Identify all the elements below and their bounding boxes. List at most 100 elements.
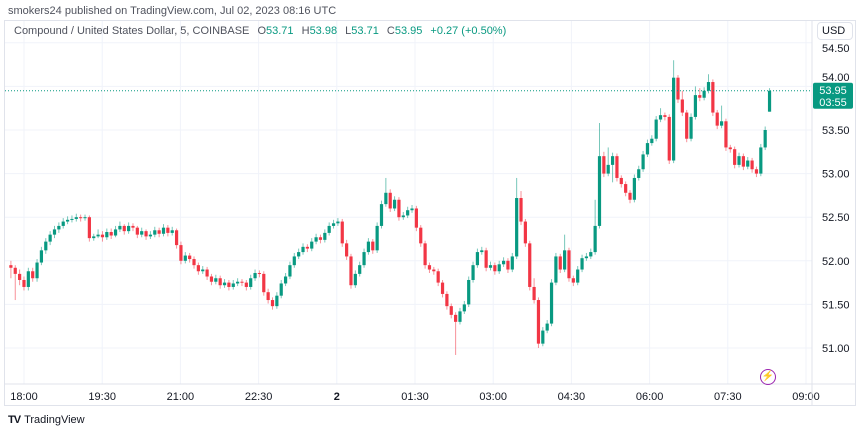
currency-button[interactable]: USD: [817, 22, 853, 40]
publisher-line: smokers24 published on TradingView.com, …: [8, 5, 337, 17]
candle-down: [179, 245, 183, 261]
candle-down: [619, 177, 623, 185]
candle-up: [719, 121, 724, 126]
high-value: 53.98: [309, 25, 338, 37]
last-price-badge: [813, 82, 853, 109]
candle-up: [26, 271, 30, 287]
candle-up: [475, 252, 480, 266]
candle-up: [746, 160, 750, 167]
candle-up: [488, 265, 493, 268]
price-tick-label: 51.00: [822, 343, 850, 355]
candle-down: [571, 278, 575, 283]
time-tick-label: 07:30: [714, 391, 742, 403]
candle-up: [366, 241, 371, 253]
candle-up: [283, 276, 288, 284]
candle-down: [270, 300, 275, 307]
candle-up: [65, 219, 70, 222]
candle-up: [637, 169, 641, 178]
candle-up: [327, 225, 331, 233]
open-value: 53.71: [266, 25, 294, 37]
candle-down: [157, 230, 161, 234]
candle-up: [375, 225, 379, 251]
candle-up: [358, 265, 362, 274]
candle-up: [113, 229, 118, 236]
candle-up: [44, 241, 48, 251]
close-label: C: [386, 25, 395, 37]
candle-down: [698, 95, 702, 98]
candle-down: [523, 221, 527, 244]
low-label: L: [345, 25, 352, 37]
candle-up: [70, 218, 74, 220]
candle-up: [231, 283, 235, 287]
candle-down: [266, 292, 270, 301]
candle-up: [201, 269, 205, 272]
candle-up: [510, 256, 514, 270]
candle-up: [650, 138, 654, 144]
candle-up: [249, 278, 253, 287]
time-tick-label: 18:00: [10, 391, 38, 403]
chart-frame: [4, 20, 856, 406]
candle-up: [279, 283, 283, 296]
candle-down: [754, 169, 759, 174]
candle-up: [462, 304, 466, 312]
candle-up: [275, 295, 279, 307]
candle-up: [48, 234, 52, 242]
candle-down: [733, 149, 737, 165]
lightning-icon[interactable]: ⚡: [760, 369, 776, 385]
candle-up: [406, 210, 410, 216]
candle-down: [528, 243, 532, 287]
time-tick-label: 22:30: [245, 391, 273, 403]
candle-up: [593, 225, 597, 253]
candle-down: [18, 273, 22, 280]
candle-down: [680, 99, 684, 113]
candle-up: [253, 273, 257, 279]
candle-up: [410, 208, 414, 211]
candle-down: [628, 192, 632, 200]
candle-up: [606, 164, 610, 174]
candle-down: [240, 281, 244, 283]
candle-down: [711, 82, 715, 113]
candle-up: [759, 147, 763, 174]
candle-up: [545, 323, 549, 331]
brand-name: TradingView: [24, 414, 85, 426]
candle-down: [257, 273, 262, 275]
candle-down: [196, 265, 200, 272]
candle-down: [519, 198, 523, 222]
last-price-label: 53.95: [819, 85, 847, 97]
candle-up: [331, 223, 336, 226]
candle-down: [144, 231, 148, 237]
candle-down: [423, 243, 427, 266]
price-tick-label: 52.50: [822, 212, 850, 224]
candle-up: [632, 177, 636, 200]
candle-down: [209, 276, 214, 282]
candle-up: [74, 217, 78, 219]
candle-down: [371, 241, 375, 251]
candle-up: [597, 156, 602, 226]
candle-up: [118, 225, 122, 230]
change-value: +0.27 (+0.50%): [430, 25, 507, 37]
candle-up: [161, 227, 166, 234]
candle-down: [724, 121, 728, 148]
candle-down: [227, 282, 231, 287]
candle-up: [170, 230, 174, 233]
footer-brand[interactable]: TV TradingView: [8, 414, 85, 426]
candle-up: [515, 198, 519, 257]
candle-up: [702, 90, 706, 98]
candle-up: [549, 282, 554, 324]
candle-up: [645, 143, 650, 155]
time-tick-label: 03:00: [479, 391, 507, 403]
candle-down: [262, 273, 266, 293]
candle-down: [388, 192, 392, 209]
candle-down: [87, 217, 91, 239]
candle-up: [83, 217, 87, 219]
candle-down: [445, 293, 449, 307]
candle-down: [484, 250, 488, 268]
open-label: O: [257, 25, 267, 37]
candle-down: [109, 232, 113, 236]
time-tick-label: 19:30: [88, 391, 116, 403]
candle-up: [35, 262, 39, 279]
candle-up: [471, 265, 475, 280]
candle-down: [663, 115, 667, 117]
candle-up: [39, 250, 44, 263]
